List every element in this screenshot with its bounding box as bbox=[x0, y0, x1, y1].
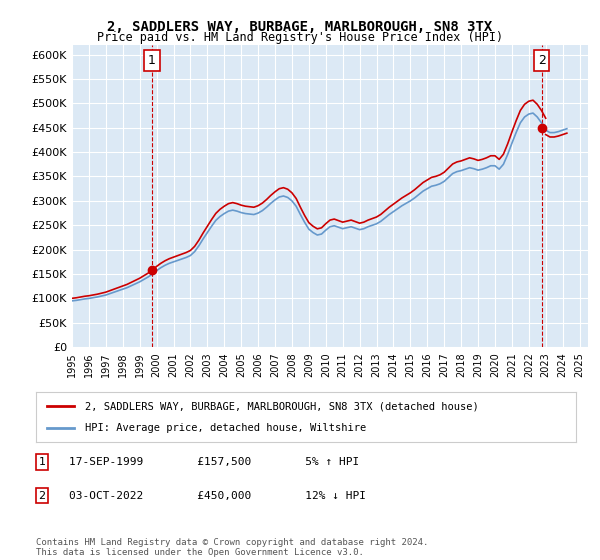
Text: 2: 2 bbox=[538, 54, 545, 67]
Text: HPI: Average price, detached house, Wiltshire: HPI: Average price, detached house, Wilt… bbox=[85, 423, 366, 433]
Text: 1: 1 bbox=[38, 457, 46, 467]
Text: 2, SADDLERS WAY, BURBAGE, MARLBOROUGH, SN8 3TX (detached house): 2, SADDLERS WAY, BURBAGE, MARLBOROUGH, S… bbox=[85, 401, 478, 411]
Text: Price paid vs. HM Land Registry's House Price Index (HPI): Price paid vs. HM Land Registry's House … bbox=[97, 31, 503, 44]
Text: 2: 2 bbox=[38, 491, 46, 501]
Text: 03-OCT-2022        £450,000        12% ↓ HPI: 03-OCT-2022 £450,000 12% ↓ HPI bbox=[69, 491, 366, 501]
Text: 17-SEP-1999        £157,500        5% ↑ HPI: 17-SEP-1999 £157,500 5% ↑ HPI bbox=[69, 457, 359, 467]
Text: 1: 1 bbox=[148, 54, 156, 67]
Text: Contains HM Land Registry data © Crown copyright and database right 2024.
This d: Contains HM Land Registry data © Crown c… bbox=[36, 538, 428, 557]
Text: 2, SADDLERS WAY, BURBAGE, MARLBOROUGH, SN8 3TX: 2, SADDLERS WAY, BURBAGE, MARLBOROUGH, S… bbox=[107, 20, 493, 34]
